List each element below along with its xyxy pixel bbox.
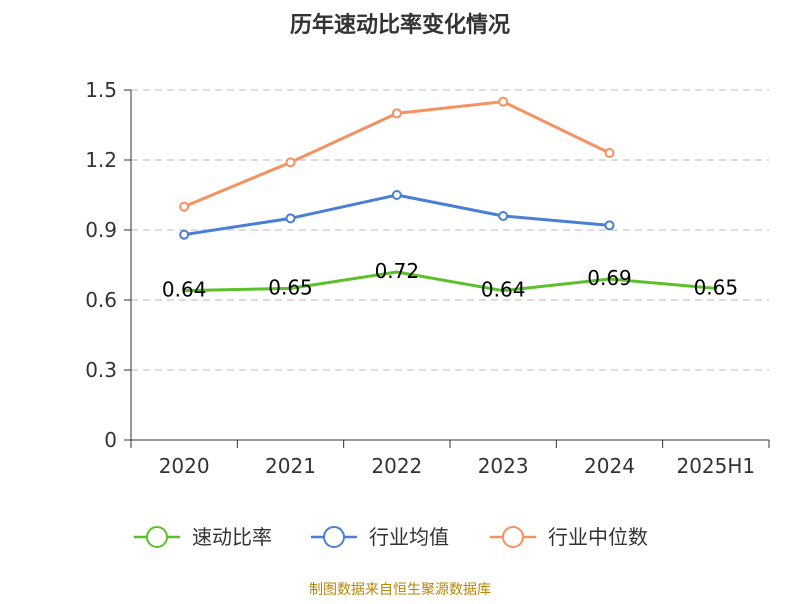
x-tick-label: 2025H1 [676, 454, 755, 478]
series-point-1 [391, 190, 402, 200]
data-label: 0.65 [694, 275, 739, 299]
legend-marker [146, 526, 168, 548]
x-tick-label: 2022 [371, 454, 422, 478]
x-tick-label: 2020 [159, 454, 210, 478]
y-tick-label: 1.5 [85, 78, 117, 102]
legend-item-2: 行业中位数 [490, 525, 648, 549]
series-point-1 [179, 229, 190, 240]
x-tick-label: 2021 [265, 454, 316, 478]
axis-layer: 0 0.3 0.6 0.9 1.2 1.5 2020 2021 2022 2023 2024 2025… [85, 78, 770, 478]
series-line-1 [182, 193, 611, 237]
series-point-2 [285, 157, 296, 168]
data-label: 0.69 [587, 266, 632, 290]
data-label: 0.72 [375, 259, 420, 283]
legend-marker [323, 526, 345, 548]
grid-layer [131, 89, 769, 371]
data-label-layer: 0.64 0.65 0.72 0.64 0.69 0.65 [162, 259, 738, 302]
legend-marker [502, 526, 524, 548]
series-line-0 [182, 270, 718, 293]
legend: 速动比率 行业均值 行业中位数 [134, 525, 648, 549]
legend-item-1: 行业均值 [311, 525, 449, 549]
x-tick-label: 2024 [584, 454, 635, 478]
series-point-2 [391, 108, 402, 119]
series-point-1 [498, 211, 509, 221]
series-point-1 [604, 220, 615, 231]
y-tick-label: 0 [104, 428, 117, 452]
y-tick-label: 0.9 [85, 218, 117, 242]
chart-title: 历年速动比率变化情况 [290, 12, 510, 38]
legend-label: 行业中位数 [548, 525, 648, 549]
series-point-2 [498, 96, 509, 107]
series-point-2 [179, 201, 190, 212]
y-tick-label: 1.2 [85, 148, 117, 172]
source-note: 制图数据来自恒生聚源数据库 [309, 582, 491, 598]
legend-label: 速动比率 [192, 525, 272, 549]
x-tick-label: 2023 [478, 454, 529, 478]
y-tick-label: 0.3 [85, 358, 117, 382]
series-layer [179, 96, 718, 293]
legend-label: 行业均值 [369, 525, 449, 549]
y-tick-label: 0.6 [85, 288, 117, 312]
data-label: 0.64 [162, 278, 207, 302]
data-label: 0.65 [268, 275, 313, 299]
data-label: 0.64 [481, 278, 526, 302]
series-point-2 [604, 148, 615, 158]
series-point-1 [285, 213, 296, 224]
legend-item-0: 速动比率 [134, 525, 272, 549]
